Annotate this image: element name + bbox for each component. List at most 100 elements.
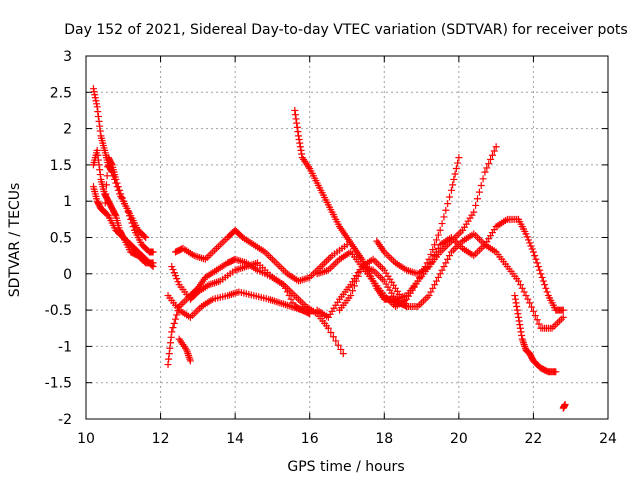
data-point — [297, 146, 305, 154]
data-point — [96, 122, 104, 130]
data-point — [94, 108, 102, 116]
data-point — [481, 168, 489, 176]
data-point — [107, 160, 115, 168]
y-axis-ticks: 3 2.5 2 1.5 1 0.5 0 -0.5 -1 -1.5 -2 — [45, 49, 608, 428]
data-point — [535, 320, 543, 328]
data-point — [117, 190, 125, 198]
data-point — [470, 208, 478, 216]
data-point — [295, 132, 303, 140]
data-point — [531, 312, 539, 320]
data-point — [533, 259, 541, 267]
data-point — [442, 259, 450, 267]
data-point — [452, 165, 460, 173]
data-point — [532, 255, 540, 263]
data-point — [89, 85, 97, 93]
data-point — [339, 350, 347, 358]
data-point — [100, 207, 108, 215]
data-point — [291, 106, 299, 114]
y-tick-label: 2.5 — [50, 85, 72, 101]
data-point — [169, 324, 177, 332]
data-point — [522, 292, 530, 300]
data-point — [347, 292, 355, 300]
data-point — [511, 295, 519, 303]
data-point — [537, 270, 545, 278]
data-point — [561, 400, 569, 408]
x-axis-label: GPS time / hours — [287, 459, 404, 475]
data-point — [451, 170, 459, 178]
data-point — [438, 220, 446, 228]
data-point — [174, 278, 182, 286]
data-point — [522, 230, 530, 238]
data-point — [173, 275, 181, 283]
data-point — [287, 295, 295, 303]
data-point — [440, 213, 448, 221]
data-point — [529, 307, 537, 315]
data-point — [483, 164, 491, 172]
data-point — [94, 151, 102, 159]
data-point — [432, 277, 440, 285]
data-point — [538, 273, 546, 281]
data-point — [178, 245, 186, 253]
data-point — [306, 310, 314, 318]
x-axis-ticks: 10 12 14 16 18 20 22 24 — [77, 56, 617, 447]
data-point — [436, 270, 444, 278]
data-point — [534, 263, 542, 271]
data-point — [518, 284, 526, 292]
series-track-14 — [373, 215, 567, 314]
data-point — [291, 111, 299, 119]
data-point — [298, 150, 306, 158]
data-point — [434, 244, 442, 252]
data-point — [113, 179, 121, 187]
data-point — [171, 315, 179, 323]
data-point — [96, 171, 104, 179]
data-point — [429, 246, 437, 254]
data-point — [332, 337, 340, 345]
data-point — [516, 324, 524, 332]
data-point — [170, 319, 178, 327]
data-point — [425, 263, 433, 271]
y-tick-label: 0 — [63, 267, 72, 283]
data-point — [512, 299, 520, 307]
data-point — [354, 272, 362, 280]
data-point — [142, 234, 150, 241]
data-point — [450, 175, 458, 183]
data-point — [293, 119, 301, 127]
data-point — [474, 195, 481, 203]
series-track-8 — [171, 226, 351, 285]
data-point — [475, 188, 483, 196]
data-point — [529, 248, 537, 256]
data-point — [140, 232, 148, 240]
data-point — [174, 307, 182, 315]
data-point — [487, 155, 495, 163]
data-point — [168, 263, 176, 271]
data-point — [455, 154, 463, 162]
data-point — [472, 201, 480, 209]
data-point — [164, 361, 172, 369]
data-point — [516, 281, 524, 289]
data-point — [515, 317, 523, 325]
data-point — [541, 281, 549, 289]
data-point — [449, 181, 457, 189]
data-point — [101, 208, 109, 216]
data-point — [93, 146, 101, 154]
data-point — [103, 181, 111, 189]
data-point — [102, 190, 110, 198]
data-point — [431, 252, 439, 260]
data-point — [94, 156, 102, 164]
data-point — [116, 186, 124, 194]
series-track-13 — [336, 230, 567, 332]
data-point — [427, 288, 435, 296]
data-point — [528, 245, 536, 253]
data-point — [515, 313, 523, 321]
data-point — [524, 236, 532, 244]
data-point — [149, 248, 157, 256]
data-point — [431, 281, 439, 289]
y-tick-label: -2 — [58, 412, 72, 428]
x-tick-label: 18 — [375, 431, 393, 447]
data-point — [91, 94, 99, 102]
data-point — [536, 266, 544, 274]
data-point — [94, 113, 102, 120]
y-tick-label: -0.5 — [45, 303, 72, 319]
data-point — [436, 226, 444, 234]
